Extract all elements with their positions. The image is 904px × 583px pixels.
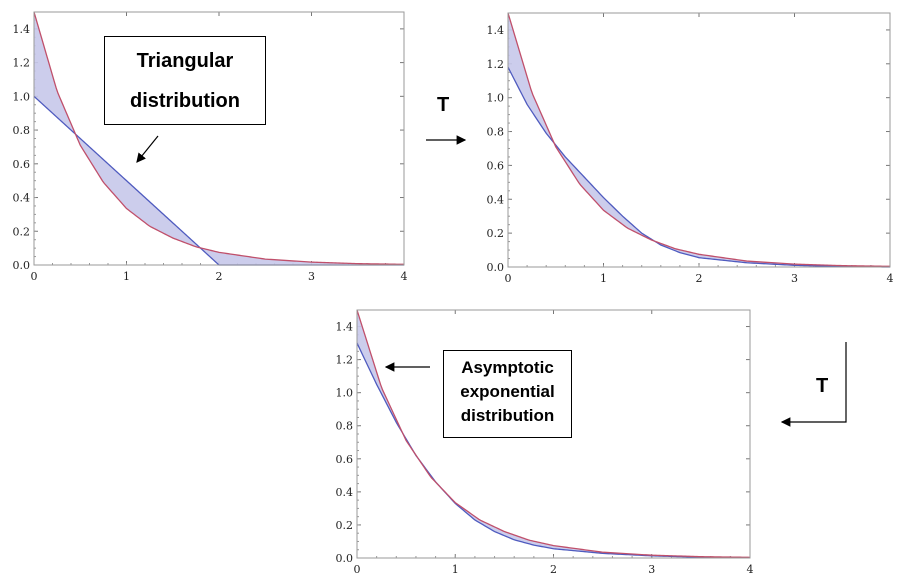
difference-area [508, 13, 890, 267]
y-tick-label: 1.4 [487, 24, 505, 37]
chart-iteration-one: 0.0 0.2 0.4 0.6 0.8 1.0 1.2 1.4 0 1 2 3 4 [487, 12, 894, 285]
callout-asymptotic-exponential: Asymptotic exponential distribution [443, 350, 572, 438]
x-tick-label: 1 [452, 563, 459, 576]
y-tick-label: 0.4 [487, 193, 505, 206]
y-tick-label: 1.4 [13, 23, 31, 36]
y-tick-label: 0.0 [487, 261, 505, 274]
y-tick-label: 1.4 [336, 321, 354, 334]
callout-line: distribution [460, 406, 555, 425]
exponential-curve [507, 12, 891, 267]
chart-asymptotic: 0.0 0.2 0.4 0.6 0.8 1.0 1.2 1.4 0 1 2 3 4 [336, 309, 754, 576]
plot-frame-top [507, 12, 891, 268]
x-tick-label: 3 [791, 272, 798, 285]
y-tick-label: 0.6 [13, 158, 31, 171]
difference-area [34, 12, 404, 265]
x-tick-label: 3 [308, 270, 315, 283]
plot-frame-top [33, 11, 405, 266]
transform-arrow-down-left [780, 342, 847, 427]
callout-line: distribution [130, 90, 240, 112]
x-tick-label: 4 [887, 272, 894, 285]
operator-label-right: T [816, 375, 829, 397]
y-tick-label: 0.0 [336, 552, 354, 565]
y-tick-label: 0.2 [336, 519, 354, 532]
x-tick-label: 2 [696, 272, 703, 285]
y-tick-label: 0.4 [336, 486, 354, 499]
distribution-line [507, 66, 891, 268]
x-tick-label: 2 [550, 563, 557, 576]
x-tick-label: 0 [31, 270, 38, 283]
callout-line: Asymptotic [461, 358, 554, 377]
y-tick-label: 0.4 [13, 192, 31, 205]
y-tick-label: 1.2 [336, 354, 354, 367]
y-tick-label: 1.0 [336, 387, 354, 400]
x-tick-label: 0 [505, 272, 512, 285]
y-tick-label: 0.2 [13, 225, 31, 238]
x-tick-label: 1 [600, 272, 607, 285]
callout-line: exponential [460, 382, 555, 401]
chart-triangular: 0.0 0.2 0.4 0.6 0.8 1.0 1.2 1.4 0 1 2 3 4 [13, 11, 408, 283]
x-tick-label: 4 [747, 563, 754, 576]
exponential-curve [356, 309, 751, 558]
y-tick-label: 1.0 [487, 92, 505, 105]
y-tick-label: 1.2 [487, 58, 505, 71]
y-tick-label: 0.2 [487, 227, 505, 240]
callout-triangular-distribution: Triangular distribution [104, 36, 266, 125]
y-tick-label: 1.2 [13, 57, 31, 70]
y-tick-label: 0.8 [336, 420, 354, 433]
plot-frame-top [356, 309, 751, 559]
exponential-curve [33, 11, 405, 265]
y-tick-label: 0.0 [13, 259, 31, 272]
x-tick-label: 2 [216, 270, 223, 283]
y-tick-label: 0.6 [336, 453, 354, 466]
x-tick-label: 0 [354, 563, 361, 576]
y-tick-label: 0.8 [13, 124, 31, 137]
y-tick-label: 0.8 [487, 126, 505, 139]
x-tick-label: 4 [401, 270, 408, 283]
y-tick-label: 1.0 [13, 90, 31, 103]
callout-line: Triangular [136, 50, 234, 72]
operator-label-top: T [437, 94, 450, 116]
x-tick-label: 1 [123, 270, 130, 283]
y-tick-label: 0.6 [487, 159, 505, 172]
x-tick-label: 3 [648, 563, 655, 576]
callout-pointer-arrow [136, 135, 159, 163]
